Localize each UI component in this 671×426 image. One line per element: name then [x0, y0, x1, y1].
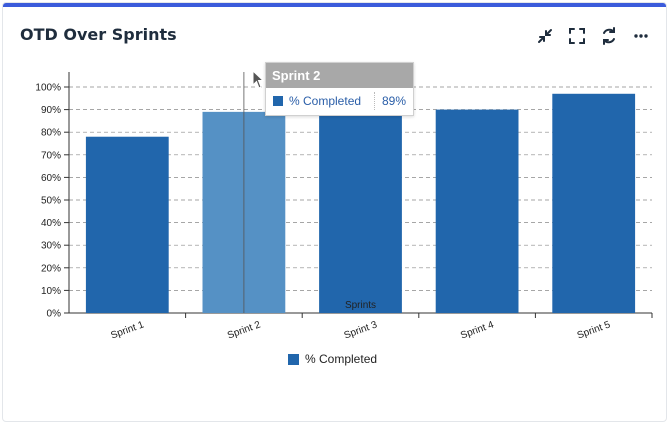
tooltip-title: Sprint 2: [266, 63, 413, 88]
y-tick-label: 80%: [41, 128, 61, 139]
more-button[interactable]: [630, 25, 652, 47]
y-tick-label: 90%: [41, 105, 61, 116]
legend-label: % Completed: [305, 352, 378, 366]
refresh-icon: [603, 27, 615, 45]
bar: [552, 93, 636, 313]
chart-legend[interactable]: % Completed: [288, 352, 377, 366]
bar: [85, 136, 169, 313]
widget-toolbar: [534, 25, 652, 47]
y-tick-label: 100%: [35, 83, 61, 94]
y-tick-label: 10%: [41, 286, 61, 297]
x-tick-label: Sprint 5: [576, 319, 613, 341]
mouse-cursor-icon: [252, 70, 265, 89]
legend-swatch: [288, 353, 299, 365]
x-axis-title: Sprints: [345, 300, 376, 311]
collapse-button[interactable]: [534, 25, 556, 47]
bar: [435, 109, 519, 313]
x-tick-label: Sprint 4: [459, 319, 496, 341]
refresh-button[interactable]: [598, 25, 620, 47]
y-tick-label: 30%: [41, 241, 61, 252]
tooltip-value: 89%: [382, 94, 407, 108]
x-tick-label: Sprint 3: [343, 319, 380, 341]
fullscreen-icon: [569, 28, 585, 44]
widget-accent-bar: [3, 3, 666, 7]
bar: [319, 109, 402, 313]
chart-tooltip: Sprint 2 % Completed 89%: [265, 62, 414, 116]
more-icon: [634, 34, 648, 38]
x-tick-label: Sprint 2: [226, 319, 263, 341]
x-tick-label: Sprint 1: [109, 319, 146, 341]
tooltip-swatch: [273, 96, 283, 106]
y-tick-label: 20%: [41, 263, 61, 274]
fullscreen-button[interactable]: [566, 25, 588, 47]
tooltip-label: % Completed: [289, 92, 375, 110]
collapse-icon: [538, 29, 552, 43]
y-tick-label: 60%: [41, 173, 61, 184]
y-tick-label: 50%: [41, 196, 61, 207]
widget-title: OTD Over Sprints: [20, 25, 177, 44]
tooltip-row: % Completed 89%: [266, 88, 413, 114]
y-tick-label: 40%: [41, 218, 61, 229]
y-tick-label: 70%: [41, 150, 61, 161]
y-tick-label: 0%: [47, 309, 62, 320]
